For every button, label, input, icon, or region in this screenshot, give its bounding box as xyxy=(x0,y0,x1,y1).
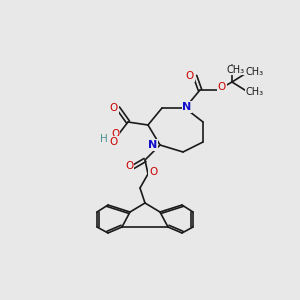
Text: N: N xyxy=(182,102,192,112)
Text: H: H xyxy=(100,134,108,144)
Text: CH₃: CH₃ xyxy=(227,65,245,75)
Text: N: N xyxy=(148,140,158,150)
Text: CH₃: CH₃ xyxy=(246,67,264,77)
Text: O: O xyxy=(218,82,226,92)
Text: O: O xyxy=(125,161,133,171)
Text: O: O xyxy=(186,71,194,81)
Text: O: O xyxy=(149,167,157,177)
Text: O: O xyxy=(110,137,118,147)
Text: O: O xyxy=(111,129,119,139)
Text: CH₃: CH₃ xyxy=(246,87,264,97)
Text: O: O xyxy=(110,103,118,113)
